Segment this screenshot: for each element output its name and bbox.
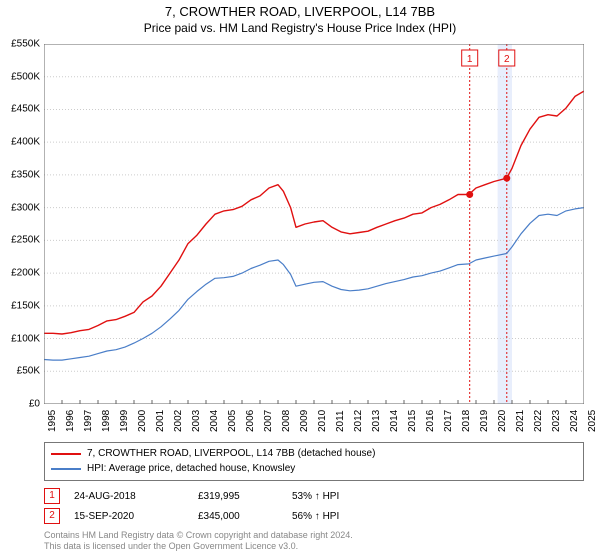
x-tick-label: 2002 [173, 410, 184, 432]
x-tick-label: 2009 [299, 410, 310, 432]
sale-marker-badge-1: 1 [44, 488, 60, 504]
y-tick-label: £100K [11, 333, 40, 344]
x-tick-label: 2005 [227, 410, 238, 432]
sale-marker-delta-1: 53% ↑ HPI [292, 491, 382, 502]
y-tick-label: £0 [29, 399, 40, 410]
y-tick-label: £500K [11, 71, 40, 82]
y-tick-label: £150K [11, 300, 40, 311]
chart-title-sub: Price paid vs. HM Land Registry's House … [0, 21, 600, 37]
x-tick-label: 2017 [443, 410, 454, 432]
x-tick-label: 2013 [371, 410, 382, 432]
x-tick-label: 2019 [479, 410, 490, 432]
legend-row-hpi: HPI: Average price, detached house, Know… [51, 462, 577, 477]
chart-title-main: 7, CROWTHER ROAD, LIVERPOOL, L14 7BB [0, 4, 600, 21]
sale-marker-price-2: £345,000 [198, 511, 278, 522]
legend-row-subject: 7, CROWTHER ROAD, LIVERPOOL, L14 7BB (de… [51, 447, 577, 462]
footnote-line-1: Contains HM Land Registry data © Crown c… [44, 530, 353, 541]
x-tick-label: 2010 [317, 410, 328, 432]
x-tick-label: 1996 [65, 410, 76, 432]
footnote-line-2: This data is licensed under the Open Gov… [44, 541, 353, 552]
svg-text:2: 2 [504, 54, 510, 65]
legend-label-subject: 7, CROWTHER ROAD, LIVERPOOL, L14 7BB (de… [87, 447, 375, 462]
svg-text:1: 1 [467, 54, 473, 65]
x-tick-label: 2007 [263, 410, 274, 432]
x-tick-label: 2012 [353, 410, 364, 432]
x-tick-label: 2022 [533, 410, 544, 432]
x-tick-label: 2011 [335, 410, 346, 432]
sale-marker-row-2: 2 15-SEP-2020 £345,000 56% ↑ HPI [44, 506, 584, 526]
legend-box: 7, CROWTHER ROAD, LIVERPOOL, L14 7BB (de… [44, 442, 584, 481]
x-tick-label: 2006 [245, 410, 256, 432]
sale-marker-date-2: 15-SEP-2020 [74, 511, 184, 522]
x-tick-label: 2016 [425, 410, 436, 432]
legend-label-hpi: HPI: Average price, detached house, Know… [87, 462, 295, 477]
y-tick-label: £50K [17, 366, 40, 377]
x-tick-label: 2023 [551, 410, 562, 432]
legend-swatch-hpi [51, 468, 81, 470]
x-tick-label: 2018 [461, 410, 472, 432]
x-tick-label: 2008 [281, 410, 292, 432]
x-tick-label: 2001 [155, 410, 166, 432]
x-tick-label: 1995 [47, 410, 58, 432]
chart-plot-area: 12 [44, 44, 584, 404]
x-tick-label: 2015 [407, 410, 418, 432]
sale-marker-date-1: 24-AUG-2018 [74, 491, 184, 502]
sale-marker-badge-2: 2 [44, 508, 60, 524]
x-tick-label: 2024 [569, 410, 580, 432]
sale-markers-table: 1 24-AUG-2018 £319,995 53% ↑ HPI 2 15-SE… [44, 486, 584, 526]
y-tick-label: £250K [11, 235, 40, 246]
y-tick-label: £450K [11, 104, 40, 115]
sale-marker-row-1: 1 24-AUG-2018 £319,995 53% ↑ HPI [44, 486, 584, 506]
chart-svg: 12 [44, 44, 584, 404]
y-tick-label: £400K [11, 137, 40, 148]
legend-swatch-subject [51, 453, 81, 455]
x-tick-label: 1997 [83, 410, 94, 432]
chart-title-block: 7, CROWTHER ROAD, LIVERPOOL, L14 7BB Pri… [0, 0, 600, 36]
y-tick-label: £550K [11, 39, 40, 50]
y-tick-label: £350K [11, 169, 40, 180]
x-tick-label: 2021 [515, 410, 526, 432]
y-tick-label: £200K [11, 268, 40, 279]
sale-marker-delta-2: 56% ↑ HPI [292, 511, 382, 522]
x-tick-label: 2000 [137, 410, 148, 432]
x-tick-label: 1998 [101, 410, 112, 432]
x-tick-label: 2020 [497, 410, 508, 432]
y-tick-label: £300K [11, 202, 40, 213]
x-tick-label: 2003 [191, 410, 202, 432]
x-tick-label: 2025 [587, 410, 598, 432]
sale-marker-price-1: £319,995 [198, 491, 278, 502]
x-tick-label: 2014 [389, 410, 400, 432]
x-tick-label: 2004 [209, 410, 220, 432]
x-tick-label: 1999 [119, 410, 130, 432]
footnote: Contains HM Land Registry data © Crown c… [44, 530, 353, 553]
